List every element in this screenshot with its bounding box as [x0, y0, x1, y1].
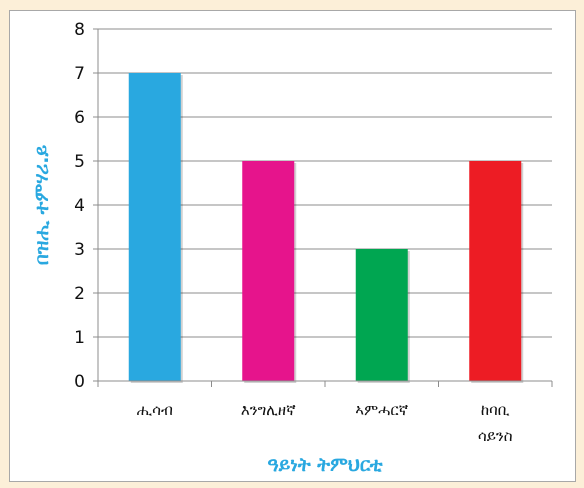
- y-tick-label: 8: [74, 20, 85, 40]
- y-tick-label: 6: [74, 108, 85, 128]
- x-axis-label: ዓይነት ትምህርቲ: [267, 454, 382, 476]
- y-tick-label: 3: [74, 240, 85, 260]
- y-tick-label: 7: [74, 64, 85, 84]
- y-tick-labels: 0 1 2 3 4 5 6 7 8: [74, 20, 98, 392]
- x-tick-label: ከባቢ ሳይንስ: [478, 401, 513, 445]
- y-axis-label: በዝሒ ተምሃሪ.ይ: [31, 145, 53, 266]
- y-tick-label: 0: [74, 372, 85, 392]
- x-tick-label: ኣምሓርኛ: [355, 401, 408, 419]
- y-tick-label: 5: [74, 152, 85, 172]
- bar: [242, 161, 295, 381]
- y-tick-label: 1: [74, 328, 85, 348]
- x-tick-label: ሒሳብ: [137, 401, 173, 419]
- x-tick-label: እንግሊዘኛ: [241, 401, 296, 419]
- bar: [128, 73, 181, 381]
- bar: [355, 249, 408, 381]
- chart-panel: 0 1 2 3 4 5 6 7 8 ሒሳብ እንግሊዘኛ ኣምሓርኛ ከባቢ ሳይንስ ዓይነት ትምህ…: [9, 10, 576, 482]
- y-tick-label: 4: [74, 196, 85, 216]
- bar: [469, 161, 522, 381]
- bar-chart: 0 1 2 3 4 5 6 7 8 ሒሳብ እንግሊዘኛ ኣምሓርኛ ከባቢ ሳይንስ ዓይነት ትምህ…: [31, 20, 553, 476]
- y-tick-label: 2: [74, 284, 85, 304]
- x-tick-labels: ሒሳብ እንግሊዘኛ ኣምሓርኛ ከባቢ ሳይንስ: [97, 381, 553, 445]
- bars: [128, 73, 524, 383]
